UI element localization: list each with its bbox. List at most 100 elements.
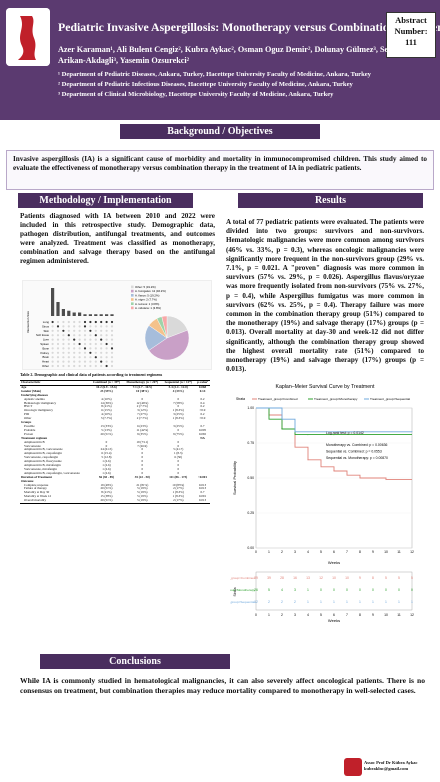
table-header: Characteristic bbox=[20, 380, 90, 386]
upset-dot bbox=[56, 351, 60, 354]
km-risk-strata-label: Strata bbox=[233, 587, 237, 596]
table-cell: 0 bbox=[105, 439, 108, 444]
upset-dot bbox=[56, 342, 60, 346]
upset-dot bbox=[94, 325, 97, 328]
upset-dot bbox=[94, 338, 97, 341]
upset-dot bbox=[62, 356, 65, 359]
upset-dot bbox=[51, 329, 54, 332]
km-risk-value: 12 bbox=[319, 576, 323, 580]
km-risk-x-tick: 6 bbox=[333, 613, 335, 617]
methodology-figures: Intersection Size Lung Sinus Skin Soft tiss… bbox=[22, 280, 212, 370]
km-risk-x-tick: 0 bbox=[255, 613, 257, 617]
table-cell: 13 (33%) bbox=[100, 423, 113, 428]
table-cell: 0 bbox=[141, 459, 144, 464]
upset-dot bbox=[94, 342, 97, 346]
table-cell: 111 (86 - 173) bbox=[169, 474, 188, 479]
km-x-tick: 3 bbox=[294, 550, 296, 554]
upset-dot bbox=[83, 342, 87, 346]
upset-dot bbox=[83, 334, 87, 337]
table-cell: 0 bbox=[141, 455, 144, 460]
table-row: Groups bbox=[20, 420, 210, 425]
table-cell: 1 (8.3%) bbox=[172, 494, 184, 499]
table-cell: 9 (35%) bbox=[137, 431, 148, 436]
km-y-tick: 1.00 bbox=[247, 406, 254, 410]
km-risk-x-tick: 5 bbox=[320, 613, 322, 617]
upset-dot bbox=[89, 320, 92, 324]
upset-dot bbox=[78, 329, 81, 332]
table-cell: 0 bbox=[141, 396, 144, 401]
table-cell: 7 (26.9) bbox=[137, 443, 148, 448]
km-risk-value: 16 bbox=[293, 576, 297, 580]
upset-ylabel: Intersection Size bbox=[26, 311, 30, 334]
km-risk-label: Treatment_group=Monotherapy bbox=[230, 588, 255, 592]
upset-dot bbox=[89, 342, 92, 346]
upset-dot bbox=[105, 351, 108, 354]
methodology-text: Patients diagnosed with IA between 2010 … bbox=[20, 212, 215, 265]
kaplan-meier-chart: Kaplan–Meier Survival Curve by Treatment… bbox=[212, 384, 414, 623]
km-risk-value: 2 bbox=[281, 600, 283, 604]
upset-dot bbox=[89, 334, 92, 337]
upset-dot bbox=[67, 320, 70, 324]
poster-header: Pediatric Invasive Aspergillosis: Monoth… bbox=[0, 0, 440, 120]
table-cell: Gender (Male) bbox=[21, 388, 42, 393]
upset-dot bbox=[83, 356, 87, 359]
km-censor-mark: + bbox=[385, 478, 387, 482]
table-cell: 9 (75%) bbox=[173, 431, 184, 436]
km-risk-value: 0 bbox=[385, 588, 387, 592]
table-cell: Amphotericin B, caspofungin bbox=[24, 451, 62, 456]
pie-legend-label: A. nidulans: 1 (3.8%) bbox=[135, 306, 161, 310]
upset-dot bbox=[100, 325, 103, 328]
upset-dot bbox=[56, 360, 60, 363]
upset-dot bbox=[62, 329, 65, 332]
km-series-line bbox=[256, 407, 412, 433]
upset-dot bbox=[51, 351, 54, 354]
table-cell: 2 (7.7%) bbox=[136, 416, 148, 421]
table-row: Amphotericin B 0 19 (73.1) 0 bbox=[20, 439, 210, 445]
table-cell: Age bbox=[21, 384, 27, 389]
upset-dot bbox=[83, 351, 87, 354]
upset-bar bbox=[78, 312, 82, 316]
methodology-heading: Methodology / Implementation bbox=[18, 193, 193, 208]
upset-dot bbox=[83, 347, 87, 350]
table-row: Proven 20 (51%) 9 (35%) 9 (75%) 0.065 bbox=[20, 431, 210, 437]
upset-set-label: Heart bbox=[42, 360, 49, 364]
pie-legend-swatch bbox=[131, 298, 134, 301]
upset-dot bbox=[73, 360, 76, 363]
km-risk-value: 12 bbox=[254, 600, 258, 604]
upset-dot bbox=[56, 329, 60, 332]
km-risk-value: 13 bbox=[306, 576, 310, 580]
table-cell: >0.9 bbox=[199, 416, 206, 421]
upset-dot bbox=[78, 356, 81, 359]
table-cell: 0 bbox=[141, 451, 144, 456]
table-caption: Table 2. Demographic and clinical data o… bbox=[20, 372, 163, 377]
table-cell: 2 (17%) bbox=[173, 486, 184, 491]
table-cell: 6 (50) bbox=[174, 455, 183, 460]
upset-dot bbox=[62, 351, 65, 354]
upset-dot bbox=[105, 329, 108, 332]
upset-set-label: Spleen bbox=[40, 342, 49, 346]
table-cell: 12 (46%) bbox=[136, 400, 149, 405]
hacettepe-logo-icon bbox=[6, 8, 50, 66]
table-cell: NA bbox=[200, 435, 205, 440]
table-cell: 1 (8.3) bbox=[173, 451, 183, 456]
upset-dot bbox=[83, 329, 87, 332]
upset-dot bbox=[110, 351, 114, 354]
km-risk-value: 0 bbox=[359, 588, 361, 592]
table-row: Voriconazole 0 7 (26.9) 0 bbox=[20, 443, 210, 449]
table-cell: >0.9 bbox=[199, 408, 206, 413]
upset-dot bbox=[105, 364, 108, 368]
table-cell: 8 (21%) bbox=[101, 490, 112, 495]
upset-dot bbox=[51, 338, 54, 341]
km-y-tick: 0.50 bbox=[247, 476, 254, 480]
table-cell: Voriconazole, micafungin bbox=[24, 466, 57, 471]
upset-dot bbox=[105, 360, 108, 363]
footer-email[interactable]: kubraklnc@gmail.com bbox=[364, 766, 409, 771]
table-cell: 24 (61.5) bbox=[100, 447, 113, 452]
table-cell: 0 bbox=[141, 466, 144, 471]
table-cell: 21 (81%) bbox=[136, 482, 149, 487]
km-censor-mark: + bbox=[307, 433, 309, 437]
table-cell: Mortality at Day 30 bbox=[24, 490, 50, 495]
table-cell: 3 (25%) bbox=[173, 412, 184, 417]
pie-legend-swatch bbox=[131, 306, 134, 310]
